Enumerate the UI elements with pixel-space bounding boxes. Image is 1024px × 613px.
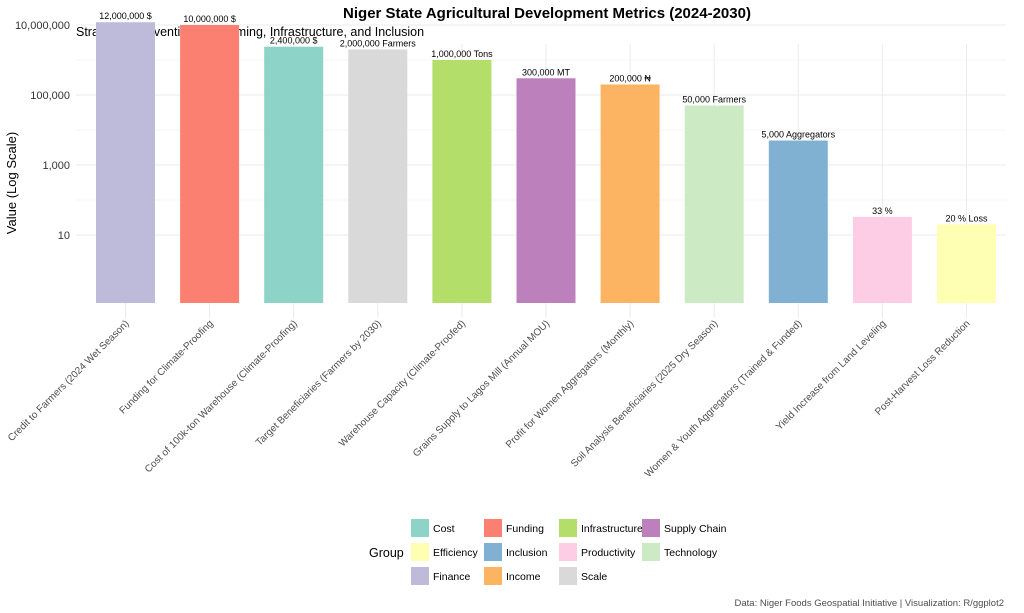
legend-swatch <box>411 543 429 561</box>
data-label: 33 % <box>872 206 893 216</box>
bar <box>600 84 660 303</box>
x-tick-label: Credit to Farmers (2024 Wet Season) <box>6 318 132 444</box>
bar <box>684 105 744 304</box>
legend-label: Cost <box>433 523 455 535</box>
bar <box>852 216 912 303</box>
legend-label: Supply Chain <box>664 523 727 535</box>
bar <box>348 49 408 303</box>
x-tick-label: Grains Supply to Lagos Mill (Annual MOU) <box>411 318 552 459</box>
legend-label: Income <box>506 571 541 583</box>
data-labels: 12,000,000 $ 10,000,000 $ 2,400,000 $ 2,000… <box>99 11 988 223</box>
legend-swatch <box>642 543 660 561</box>
data-label: 10,000,000 $ <box>183 14 236 24</box>
x-tick-label: Soil Analysis Beneficiaries (2025 Dry Se… <box>569 318 720 469</box>
x-axis-ticks: Credit to Farmers (2024 Wet Season)Fundi… <box>6 318 973 479</box>
bar <box>768 140 828 303</box>
legend-label: Efficiency <box>433 547 478 559</box>
legend-label: Inclusion <box>506 547 548 559</box>
legend-swatch <box>642 519 660 537</box>
data-label: 50,000 Farmers <box>682 95 746 105</box>
data-label: 300,000 MT <box>522 67 571 77</box>
y-axis-label: Value (Log Scale) <box>4 132 19 234</box>
data-label: 200,000 ₦ <box>609 73 651 83</box>
legend-swatch <box>484 543 502 561</box>
y-axis-ticks: 10 1,000 100,000 10,000,000 <box>15 20 70 242</box>
x-tick-label: Funding for Climate-Proofing <box>118 318 216 416</box>
y-tick-label: 100,000 <box>30 90 70 102</box>
x-tick-label: Post-Harvest Loss Reduction <box>873 318 972 417</box>
data-label: 2,000,000 Farmers <box>340 38 417 48</box>
y-tick-label: 10 <box>58 230 70 242</box>
bar <box>516 78 576 304</box>
data-label: 1,000,000 Tons <box>431 49 493 59</box>
y-tick-label: 1,000 <box>42 160 70 172</box>
chart-caption: Data: Niger Foods Geospatial Initiative … <box>735 598 1005 609</box>
legend-label: Funding <box>506 523 544 535</box>
x-tick-label: Cost of 100k-ton Warehouse (Climate-Proo… <box>143 318 300 475</box>
chart-title: Niger State Agricultural Development Met… <box>343 5 751 22</box>
bar <box>264 46 324 304</box>
legend-swatch <box>411 519 429 537</box>
chart-subtitle: Strategic Interventions in Farming, Infr… <box>76 25 424 39</box>
legend-label: Finance <box>433 571 471 583</box>
bar <box>180 25 240 303</box>
legend-swatch <box>559 543 577 561</box>
legend-swatch <box>559 567 577 585</box>
data-label: 20 % Loss <box>945 213 988 223</box>
y-tick-label: 10,000,000 <box>15 20 70 32</box>
x-tick-label: Women & Youth Aggregators (Trained & Fun… <box>643 318 804 479</box>
bar <box>96 22 155 303</box>
bar <box>937 224 996 303</box>
legend-swatch <box>411 567 429 585</box>
data-label: 5,000 Aggregators <box>762 130 836 140</box>
legend-swatch <box>559 519 577 537</box>
legend: Group Cost Funding Infrastructure Supply Ch… <box>369 519 727 585</box>
legend-label: Scale <box>581 571 607 583</box>
data-label: 12,000,000 $ <box>99 11 152 21</box>
data-label: 2,400,000 $ <box>270 36 318 46</box>
bars <box>96 22 996 304</box>
legend-label: Productivity <box>581 547 636 559</box>
legend-swatch <box>484 519 502 537</box>
bar <box>432 60 492 303</box>
legend-title: Group <box>369 546 404 560</box>
legend-label: Infrastructure <box>581 523 643 535</box>
legend-label: Technology <box>664 547 718 559</box>
legend-swatch <box>484 567 502 585</box>
